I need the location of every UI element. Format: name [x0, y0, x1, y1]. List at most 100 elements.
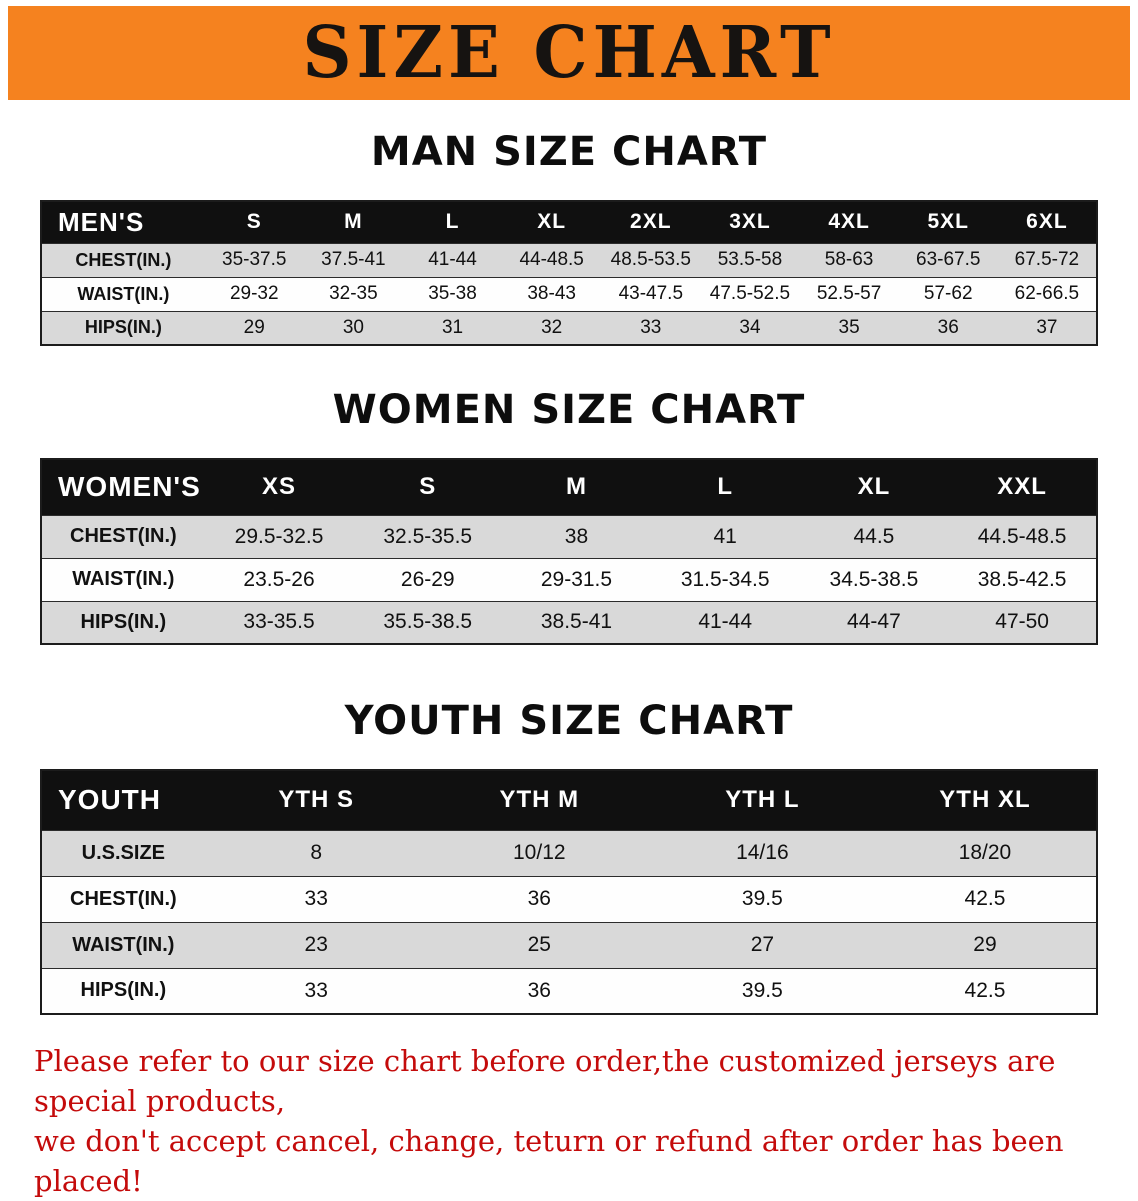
size-cell: 62-66.5 [997, 276, 1097, 312]
size-column-header: YTH M [427, 770, 651, 830]
table-row: WAIST(IN.) 23 25 27 29 [41, 921, 1097, 969]
size-column-header: XS [204, 459, 354, 515]
size-cell: 10/12 [427, 829, 651, 877]
size-cell: 30 [303, 310, 403, 346]
table-header: WOMEN'S XS S M L XL XXL [41, 459, 1097, 515]
size-column-header: YTH S [204, 770, 428, 830]
size-cell: 44-48.5 [502, 242, 602, 278]
size-cell: 42.5 [873, 875, 1097, 923]
table-row: WAIST(IN.) 23.5-26 26-29 29-31.5 31.5-34.5 34… [41, 557, 1097, 602]
size-cell: 37 [997, 310, 1097, 346]
size-cell: 33 [204, 967, 428, 1015]
size-cell: 29 [873, 921, 1097, 969]
size-cell: 33 [601, 310, 701, 346]
size-column-header: 2XL [601, 201, 701, 243]
size-column-header: 6XL [997, 201, 1097, 243]
table-header: MEN'S S M L XL 2XL 3XL 4XL 5XL 6XL [41, 201, 1097, 243]
size-cell: 47-50 [948, 600, 1097, 645]
row-label: CHEST(IN.) [41, 242, 205, 278]
size-cell: 41-44 [650, 600, 800, 645]
size-cell: 58-63 [799, 242, 899, 278]
banner: SIZE CHART [8, 6, 1130, 100]
size-cell: 14/16 [650, 829, 874, 877]
youth-size-chart-section: YOUTH SIZE CHART YOUTH YTH S YTH M YTH L YTH … [0, 697, 1138, 1015]
disclaimer-line-1: Please refer to our size chart before or… [34, 1044, 1056, 1118]
mens-size-chart-section: MAN SIZE CHART MEN'S S M L XL 2XL 3XL 4XL 5XL 6XL C… [0, 128, 1138, 346]
size-chart-sections: MAN SIZE CHART MEN'S S M L XL 2XL 3XL 4XL 5XL 6XL C… [0, 128, 1138, 1015]
size-cell: 35.5-38.5 [353, 600, 503, 645]
size-column-header: XL [799, 459, 949, 515]
table-body: CHEST(IN.) 29.5-32.5 32.5-35.5 38 41 44.5 44.5… [41, 514, 1097, 645]
table-row: HIPS(IN.) 29 30 31 32 33 34 35 36 37 [41, 310, 1097, 346]
size-cell: 44-47 [799, 600, 949, 645]
size-cell: 35-38 [402, 276, 503, 312]
size-column-header: S [204, 201, 304, 243]
header-row: MEN'S S M L XL 2XL 3XL 4XL 5XL 6XL [41, 201, 1097, 243]
size-cell: 38.5-42.5 [948, 557, 1097, 602]
size-cell: 39.5 [650, 875, 874, 923]
table-header: YOUTH YTH S YTH M YTH L YTH XL [41, 770, 1097, 830]
row-label: WAIST(IN.) [41, 276, 205, 312]
size-column-header: YTH XL [873, 770, 1097, 830]
size-cell: 23 [204, 921, 428, 969]
table-body: U.S.SIZE 8 10/12 14/16 18/20 CHEST(IN.) 33 36 39… [41, 829, 1097, 1015]
size-cell: 42.5 [873, 967, 1097, 1015]
table-row: CHEST(IN.) 29.5-32.5 32.5-35.5 38 41 44.5 44.5… [41, 514, 1097, 559]
size-cell: 53.5-58 [700, 242, 800, 278]
size-cell: 36 [427, 875, 651, 923]
size-cell: 57-62 [898, 276, 998, 312]
size-cell: 23.5-26 [204, 557, 354, 602]
size-cell: 32.5-35.5 [353, 514, 503, 559]
size-column-header: 3XL [700, 201, 800, 243]
disclaimer: Please refer to our size chart before or… [0, 1041, 1138, 1201]
size-cell: 32-35 [303, 276, 403, 312]
size-cell: 27 [650, 921, 874, 969]
womens-size-chart-section: WOMEN SIZE CHART WOMEN'S XS S M L XL XXL CHEST(I… [0, 386, 1138, 645]
header-row: YOUTH YTH S YTH M YTH L YTH XL [41, 770, 1097, 830]
row-label: U.S.SIZE [41, 829, 205, 877]
youth-section-heading: YOUTH SIZE CHART [344, 698, 794, 744]
size-cell: 47.5-52.5 [700, 276, 800, 312]
size-cell: 39.5 [650, 967, 874, 1015]
size-cell: 31.5-34.5 [650, 557, 800, 602]
size-cell: 36 [898, 310, 998, 346]
size-cell: 35-37.5 [204, 242, 304, 278]
size-cell: 18/20 [873, 829, 1097, 877]
size-column-header: M [502, 459, 651, 515]
size-column-header: XL [502, 201, 602, 243]
row-label: WAIST(IN.) [41, 557, 205, 602]
size-cell: 38 [502, 514, 651, 559]
size-column-header: 5XL [898, 201, 998, 243]
header-row: WOMEN'S XS S M L XL XXL [41, 459, 1097, 515]
size-cell: 29-31.5 [502, 557, 651, 602]
size-cell: 33 [204, 875, 428, 923]
size-cell: 26-29 [353, 557, 503, 602]
size-cell: 37.5-41 [303, 242, 403, 278]
row-label: HIPS(IN.) [41, 600, 205, 645]
size-cell: 63-67.5 [898, 242, 998, 278]
size-column-header: L [650, 459, 800, 515]
table-corner-label: YOUTH [41, 770, 205, 830]
mens-size-table: MEN'S S M L XL 2XL 3XL 4XL 5XL 6XL CHEST(IN.) 35-37… [40, 200, 1098, 346]
table-corner-label: WOMEN'S [41, 459, 205, 515]
table-row: WAIST(IN.) 29-32 32-35 35-38 38-43 43-47.5 47.… [41, 276, 1097, 312]
size-cell: 38.5-41 [502, 600, 651, 645]
table-body: CHEST(IN.) 35-37.5 37.5-41 41-44 44-48.5 48.5… [41, 242, 1097, 346]
table-corner-label: MEN'S [41, 201, 205, 243]
womens-size-table: WOMEN'S XS S M L XL XXL CHEST(IN.) 29.5-32.5 32.5… [40, 458, 1098, 645]
youth-size-table: YOUTH YTH S YTH M YTH L YTH XL U.S.SIZE 8 10/12… [40, 769, 1098, 1015]
row-label: CHEST(IN.) [41, 514, 205, 559]
size-cell: 52.5-57 [799, 276, 899, 312]
size-column-header: S [353, 459, 503, 515]
size-cell: 34.5-38.5 [799, 557, 949, 602]
size-chart-page: SIZE CHART MAN SIZE CHART MEN'S S M L XL 2XL 3X… [0, 6, 1138, 1201]
disclaimer-line-2: we don't accept cancel, change, teturn o… [34, 1124, 1064, 1198]
table-row: HIPS(IN.) 33 36 39.5 42.5 [41, 967, 1097, 1015]
table-row: U.S.SIZE 8 10/12 14/16 18/20 [41, 829, 1097, 877]
size-cell: 35 [799, 310, 899, 346]
row-label: HIPS(IN.) [41, 310, 205, 346]
size-cell: 36 [427, 967, 651, 1015]
size-column-header: M [303, 201, 403, 243]
size-cell: 32 [502, 310, 602, 346]
size-cell: 33-35.5 [204, 600, 354, 645]
